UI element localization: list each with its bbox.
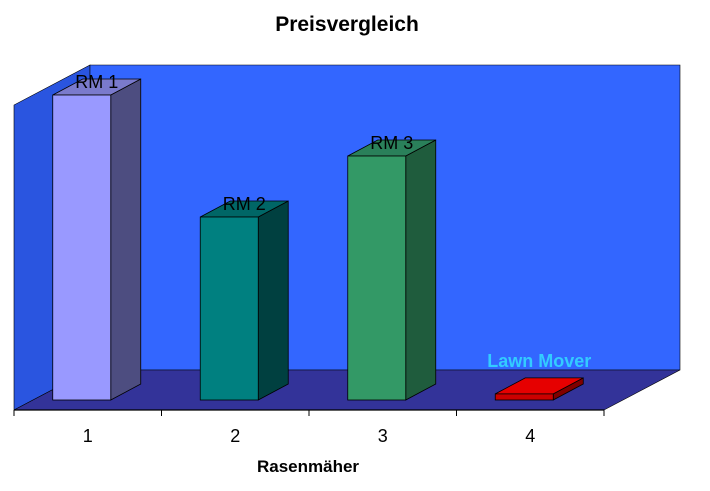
x-axis: 1 2 3 4 <box>13 409 605 446</box>
data-label-3: RM 3 <box>370 133 413 153</box>
bar-4 <box>494 377 584 401</box>
x-tick-label: 3 <box>378 426 388 446</box>
chart-title: Preisvergleich <box>275 13 419 36</box>
bar-2 <box>199 200 289 401</box>
data-label-2: RM 2 <box>223 194 266 214</box>
bar-side <box>405 139 437 401</box>
bar-front <box>494 393 554 401</box>
bar-3 <box>347 139 437 401</box>
data-label-4: Lawn Mover <box>487 351 591 371</box>
x-tick-label: 1 <box>83 426 93 446</box>
bar-side <box>110 78 142 401</box>
bar-front <box>347 155 407 401</box>
x-tick-label: 4 <box>525 426 535 446</box>
chart-bars <box>52 78 584 401</box>
data-labels: RM 1 RM 2 RM 3 Lawn Mover <box>75 72 591 371</box>
bar-front <box>52 94 112 401</box>
chart-title-text: Preisvergleich <box>275 13 419 36</box>
x-tick-label: 2 <box>230 426 240 446</box>
bar-1 <box>52 78 142 401</box>
bar-front <box>199 216 259 401</box>
x-axis-title: Rasenmäher <box>257 457 359 476</box>
bar-side <box>257 200 289 401</box>
data-label-1: RM 1 <box>75 72 118 92</box>
